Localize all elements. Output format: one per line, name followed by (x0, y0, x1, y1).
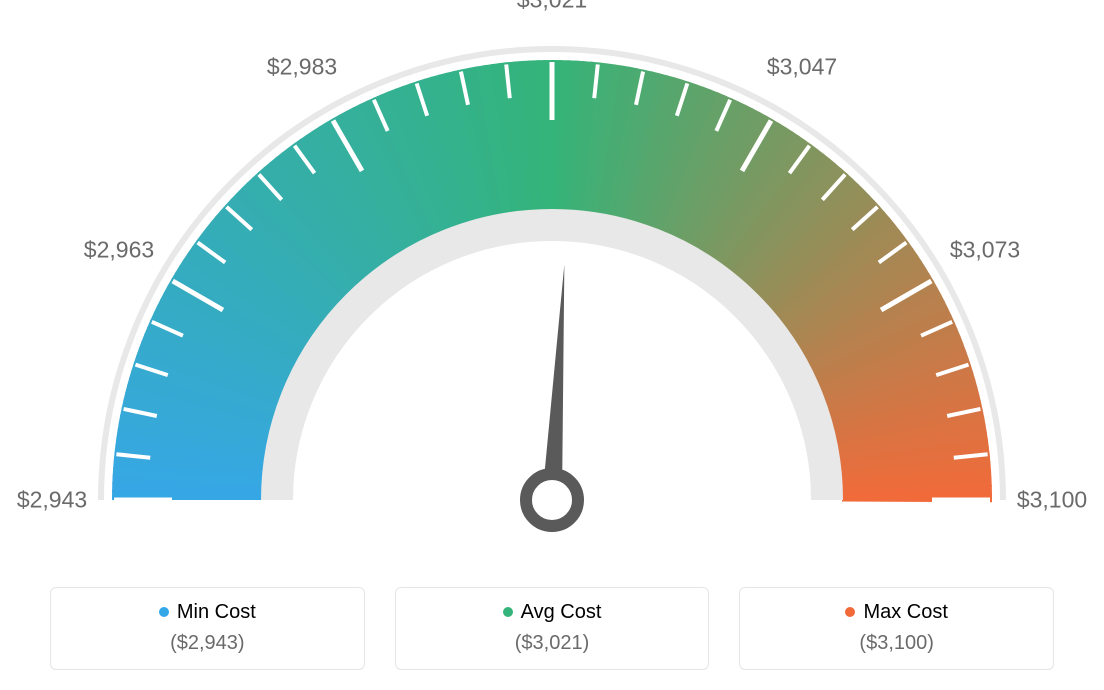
legend-avg-title: Avg Cost (521, 602, 602, 622)
gauge-tick-label: $3,021 (517, 0, 587, 14)
legend-max-title: Max Cost (863, 602, 947, 622)
gauge-svg (0, 0, 1104, 560)
legend-max-value: ($3,100) (750, 632, 1043, 655)
legend-max: Max Cost ($3,100) (739, 587, 1054, 670)
legend-min-value: ($2,943) (61, 632, 354, 655)
gauge-tick-label: $3,047 (767, 53, 837, 80)
dot-min (159, 607, 169, 617)
gauge-tick-label: $3,100 (1017, 487, 1087, 514)
gauge-tick-label: $3,073 (950, 237, 1020, 264)
legend-min: Min Cost ($2,943) (50, 587, 365, 670)
gauge-tick-label: $2,983 (267, 53, 337, 80)
legend-avg: Avg Cost ($3,021) (395, 587, 710, 670)
gauge-chart: $2,943 $2,963 $2,983 $3,021 $3,047 $3,073 $3,1… (0, 0, 1104, 560)
gauge-tick-label: $2,963 (84, 237, 154, 264)
dot-avg (503, 607, 513, 617)
legend-row: Min Cost ($2,943) Avg Cost ($3,021) Max … (0, 587, 1104, 670)
gauge-tick-label: $2,943 (17, 487, 87, 514)
legend-avg-value: ($3,021) (406, 632, 699, 655)
legend-min-title: Min Cost (177, 602, 256, 622)
dot-max (845, 607, 855, 617)
